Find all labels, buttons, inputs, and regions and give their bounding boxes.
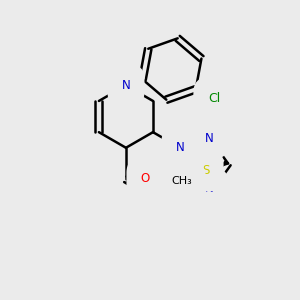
Text: CH₃: CH₃ [172,176,192,186]
Text: N: N [205,182,214,195]
Text: N: N [148,188,157,201]
Text: Cl: Cl [208,92,220,105]
Text: N: N [205,132,214,145]
Text: N: N [122,79,130,92]
Text: N: N [176,141,184,154]
Text: O: O [141,172,150,185]
Text: N: N [176,172,184,185]
Text: S: S [202,164,209,177]
